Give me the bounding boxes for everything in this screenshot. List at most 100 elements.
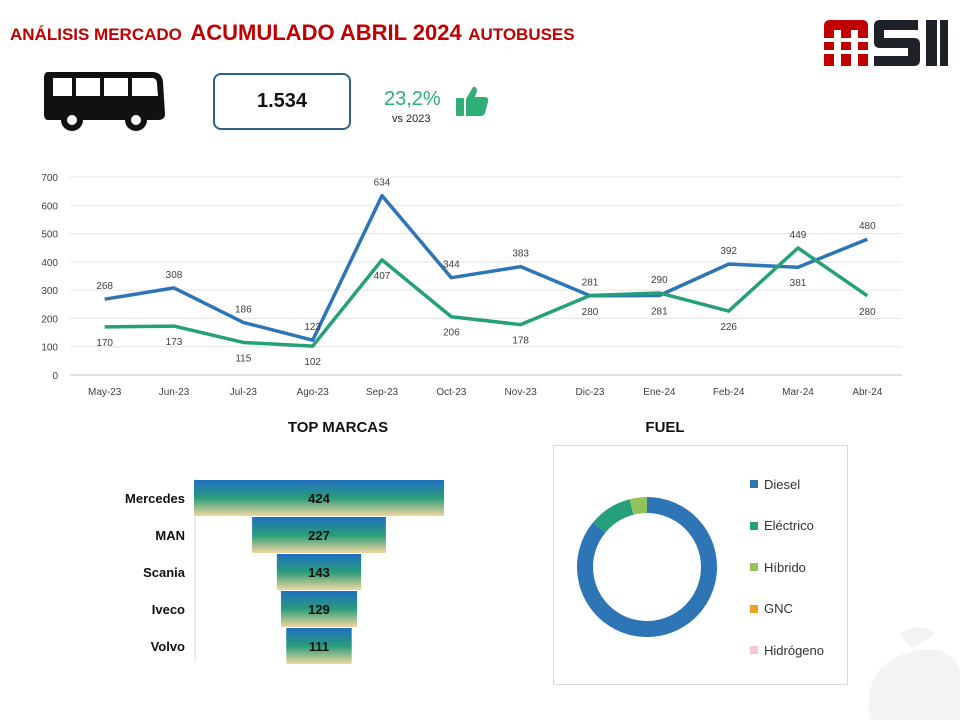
brand-name-label: Volvo (151, 639, 185, 654)
x-tick-label: Oct-23 (436, 387, 466, 398)
brand-value-label: 143 (308, 565, 330, 580)
legend-item: Eléctrico (750, 516, 824, 536)
data-label: 308 (166, 270, 183, 281)
data-label: 115 (235, 353, 251, 364)
fuel-donut-chart (577, 497, 717, 637)
brand-bar (286, 628, 352, 664)
brand-name-label: MAN (155, 528, 185, 543)
x-tick-label: Ene-24 (643, 387, 676, 398)
x-tick-label: May-23 (88, 387, 122, 398)
line-chart-x-ticks: May-23 Jun-23 Jul-23 Ago-23 Sep-23 Oct-23 Nov-… (88, 387, 883, 398)
brand-value-label: 424 (308, 491, 330, 506)
legend-swatch (750, 521, 758, 530)
title-suffix: AUTOBUSES (468, 25, 575, 44)
y-tick-label: 100 (41, 343, 58, 354)
y-tick-label: 700 (41, 173, 58, 184)
legend-swatch (750, 480, 758, 488)
fuel-panel: Diesel Eléctrico Híbrido GNC Hidrógeno (553, 445, 848, 685)
data-label: 392 (720, 246, 737, 257)
bus-icon (44, 72, 165, 131)
legend-label: Híbrido (764, 559, 806, 575)
fuel-slice (577, 497, 717, 637)
legend-label: Diesel (764, 476, 801, 492)
x-tick-label: Jul-23 (230, 387, 258, 398)
data-label: 123 (304, 322, 321, 333)
x-tick-label: Sep-23 (366, 387, 399, 398)
x-tick-label: Ago-23 (297, 387, 330, 398)
data-label: 449 (790, 230, 807, 241)
y-tick-label: 200 (41, 314, 58, 325)
data-label: 281 (651, 307, 668, 318)
brand-value-label: 129 (308, 602, 330, 617)
data-label: 186 (235, 304, 252, 315)
legend-item: Híbrido (750, 557, 824, 577)
brand-bar (252, 517, 386, 553)
fuel-title: FUEL (645, 419, 685, 436)
line-chart-y-ticks: 0 100 200 300 400 500 600 700 (41, 173, 58, 382)
y-tick-label: 600 (41, 201, 58, 212)
data-label: 480 (859, 221, 876, 232)
title-prefix: ANÁLISIS MERCADO (10, 25, 182, 44)
legend-item: Hidrógeno (750, 640, 824, 660)
data-label: 280 (859, 307, 876, 318)
y-tick-label: 0 (52, 371, 58, 382)
legend-swatch (750, 604, 758, 613)
legend-label: GNC (764, 601, 793, 616)
data-label: 280 (582, 307, 599, 318)
data-label: 226 (720, 322, 737, 333)
brand-name-label: Iveco (152, 602, 185, 617)
x-tick-label: Abr-24 (852, 387, 882, 398)
top-marcas-chart: 424 Mercedes 227 MAN 143 Scania 129 Iveco 111 Vol… (125, 478, 444, 664)
series-line-1 (104, 246, 869, 348)
y-tick-label: 500 (41, 230, 58, 241)
data-label: 290 (651, 275, 668, 286)
x-tick-label: Dic-23 (576, 387, 605, 398)
monthly-line-chart: 0 100 200 300 400 500 600 700 May-23 Jun-23 Jul-2… (41, 173, 902, 398)
data-label: 634 (374, 178, 391, 189)
data-label: 344 (443, 260, 460, 271)
brand-value-label: 227 (308, 528, 330, 543)
fuel-slice (593, 499, 634, 533)
brand-bar (276, 554, 362, 590)
data-label: 102 (304, 357, 321, 368)
top-marcas-title: TOP MARCAS (287, 419, 389, 436)
watermark-logo (868, 627, 960, 720)
x-tick-label: Nov-23 (505, 387, 538, 398)
legend-label: Eléctrico (764, 518, 814, 533)
msi-logo (824, 20, 948, 66)
x-tick-label: Feb-24 (713, 387, 745, 398)
legend-item: GNC (750, 599, 824, 619)
data-label: 206 (443, 328, 460, 339)
brand-bar (280, 591, 358, 627)
y-tick-label: 300 (41, 286, 58, 297)
data-label: 383 (512, 249, 529, 260)
series-line-0 (104, 193, 868, 342)
legend-swatch (750, 646, 758, 654)
brand-value-label: 111 (309, 639, 329, 654)
legend-item: Diesel (750, 474, 824, 494)
data-label: 178 (512, 336, 529, 347)
line-chart-grid (70, 176, 902, 376)
y-tick-label: 400 (41, 258, 58, 269)
brand-name-label: Mercedes (125, 491, 185, 506)
legend-swatch (750, 563, 758, 571)
data-label: 268 (96, 281, 113, 292)
thumbs-up-icon (456, 86, 489, 116)
title-main: ACUMULADO ABRIL 2024 (190, 20, 462, 45)
page-title: ANÁLISIS MERCADO ACUMULADO ABRIL 2024 AU… (10, 20, 575, 46)
data-label: 173 (166, 337, 183, 348)
line-chart-series (104, 193, 869, 348)
total-units-box: 1.534 (213, 73, 351, 130)
brand-name-label: Scania (143, 565, 186, 580)
x-tick-label: Mar-24 (782, 387, 814, 398)
growth-subtitle: vs 2023 (392, 113, 431, 125)
data-label: 281 (582, 278, 599, 289)
data-label: 381 (790, 278, 807, 289)
data-label: 170 (96, 338, 113, 349)
x-tick-label: Jun-23 (159, 387, 190, 398)
growth-value: 23,2% (384, 88, 441, 110)
line-chart-value-labels: 268 308 186 123 634 344 383 280 281 392 381 480 170 1… (96, 178, 876, 368)
fuel-legend: Diesel Eléctrico Híbrido GNC Hidrógeno (750, 474, 824, 682)
legend-label: Hidrógeno (764, 642, 824, 658)
fuel-slice (629, 497, 648, 515)
